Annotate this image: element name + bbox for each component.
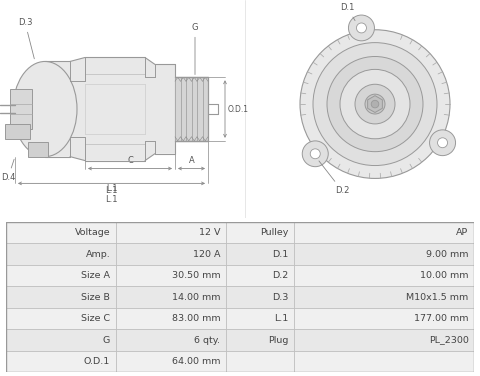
Text: Size C: Size C <box>81 314 110 323</box>
Text: PL_2300: PL_2300 <box>429 335 468 344</box>
Text: 6 qty.: 6 qty. <box>194 335 220 344</box>
Bar <box>294 308 474 329</box>
Bar <box>116 329 226 351</box>
Bar <box>226 329 294 351</box>
Circle shape <box>313 42 437 165</box>
Circle shape <box>365 94 385 114</box>
Bar <box>116 243 226 265</box>
Text: L.1: L.1 <box>106 184 117 193</box>
Bar <box>116 308 226 329</box>
Circle shape <box>327 56 423 152</box>
Circle shape <box>302 141 328 167</box>
Text: G: G <box>103 335 110 344</box>
Text: L.1: L.1 <box>274 314 288 323</box>
Text: M10x1.5 mm: M10x1.5 mm <box>407 293 468 302</box>
Text: 10.00 mm: 10.00 mm <box>420 271 468 280</box>
Text: D.2: D.2 <box>319 161 349 195</box>
Text: 64.00 mm: 64.00 mm <box>172 357 220 366</box>
Bar <box>116 222 226 243</box>
Bar <box>28 142 48 157</box>
Text: D.2: D.2 <box>272 271 288 280</box>
Text: C: C <box>127 156 133 165</box>
Bar <box>5 124 30 139</box>
Text: D.3: D.3 <box>272 293 288 302</box>
Circle shape <box>300 30 450 179</box>
Text: 83.00 mm: 83.00 mm <box>172 314 220 323</box>
Circle shape <box>357 23 366 33</box>
Text: 177.00 mm: 177.00 mm <box>414 314 468 323</box>
Bar <box>294 286 474 308</box>
Bar <box>10 89 32 129</box>
Circle shape <box>371 100 379 108</box>
Text: D.4: D.4 <box>1 159 15 182</box>
Bar <box>116 265 226 286</box>
Bar <box>6 286 116 308</box>
Bar <box>226 286 294 308</box>
Bar <box>6 222 116 243</box>
Bar <box>226 308 294 329</box>
Bar <box>226 243 294 265</box>
Text: 120 A: 120 A <box>193 250 220 259</box>
Bar <box>226 265 294 286</box>
Text: Pulley: Pulley <box>260 228 288 237</box>
Circle shape <box>438 138 447 148</box>
Bar <box>6 329 116 351</box>
Text: L.1: L.1 <box>105 195 118 204</box>
Text: O.D.1: O.D.1 <box>84 357 110 366</box>
Text: A: A <box>189 156 194 165</box>
Circle shape <box>430 130 456 156</box>
Bar <box>6 351 116 372</box>
Text: G: G <box>192 23 198 74</box>
Text: 12 V: 12 V <box>199 228 220 237</box>
Bar <box>6 243 116 265</box>
Text: 14.00 mm: 14.00 mm <box>172 293 220 302</box>
Circle shape <box>340 70 410 139</box>
Bar <box>6 265 116 286</box>
Bar <box>226 351 294 372</box>
Text: O.D.1: O.D.1 <box>228 105 249 114</box>
Text: Size A: Size A <box>81 271 110 280</box>
Text: D.1: D.1 <box>272 250 288 259</box>
Text: D.1: D.1 <box>340 3 355 21</box>
Text: L.1: L.1 <box>105 186 118 195</box>
Bar <box>294 265 474 286</box>
Bar <box>6 308 116 329</box>
Bar <box>294 351 474 372</box>
Text: Plug: Plug <box>268 335 288 344</box>
Text: Voltage: Voltage <box>74 228 110 237</box>
Bar <box>294 329 474 351</box>
Bar <box>116 351 226 372</box>
Ellipse shape <box>13 61 77 157</box>
Text: Size B: Size B <box>81 293 110 302</box>
Bar <box>294 222 474 243</box>
Circle shape <box>310 149 320 159</box>
Text: 9.00 mm: 9.00 mm <box>426 250 468 259</box>
Circle shape <box>355 84 395 124</box>
Bar <box>226 222 294 243</box>
Bar <box>294 243 474 265</box>
Polygon shape <box>45 58 175 161</box>
Text: AP: AP <box>456 228 468 237</box>
Circle shape <box>348 15 374 41</box>
Text: D.3: D.3 <box>18 18 34 59</box>
Text: Amp.: Amp. <box>85 250 110 259</box>
Polygon shape <box>368 96 383 112</box>
Bar <box>175 77 208 141</box>
Bar <box>116 286 226 308</box>
Text: 30.50 mm: 30.50 mm <box>172 271 220 280</box>
